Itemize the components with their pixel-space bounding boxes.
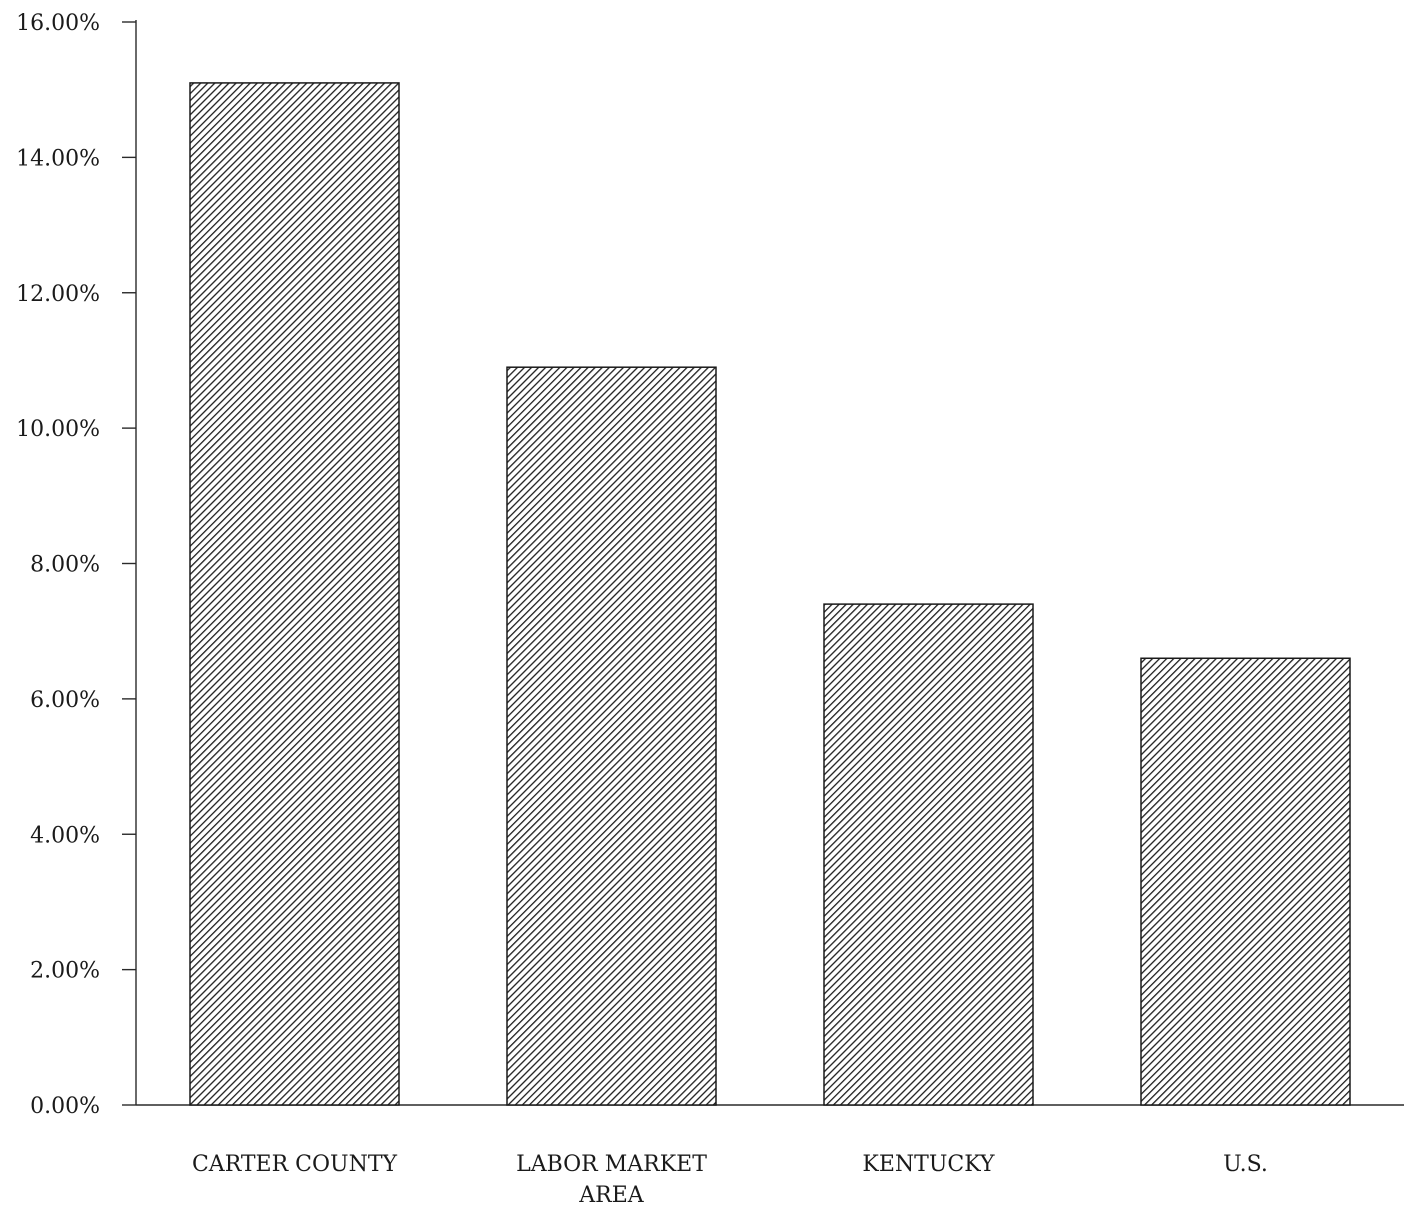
y-tick-label: 10.00% bbox=[16, 417, 100, 442]
bar-labor-market-area bbox=[506, 366, 717, 1106]
x-category-label-line: AREA bbox=[578, 1183, 645, 1208]
bar-u-s bbox=[1140, 657, 1351, 1106]
x-category-label: CARTER COUNTY bbox=[192, 1152, 398, 1177]
bar-kentucky bbox=[823, 603, 1034, 1106]
y-axis: 0.00% 2.00% 4.00% 6.00% 8.00% 10.00% 12.00% 14.… bbox=[16, 11, 137, 1119]
x-category-label-line: LABOR MARKET bbox=[516, 1152, 707, 1177]
y-tick-label: 14.00% bbox=[16, 146, 100, 171]
y-tick-label: 8.00% bbox=[30, 553, 100, 578]
y-tick-label: 16.00% bbox=[16, 11, 100, 36]
category-labels: CARTER COUNTY LABOR MARKET AREA KENTUCKY U.S… bbox=[192, 1152, 1268, 1208]
y-tick-label: 4.00% bbox=[30, 823, 100, 848]
x-category-label: U.S. bbox=[1223, 1152, 1268, 1177]
x-category-label: LABOR MARKET AREA bbox=[516, 1152, 707, 1208]
y-tick-label: 2.00% bbox=[30, 959, 100, 984]
x-category-label-line: KENTUCKY bbox=[862, 1152, 995, 1177]
bar-carter-county bbox=[189, 82, 400, 1106]
y-tick-label: 6.00% bbox=[30, 688, 100, 713]
y-tick-label: 12.00% bbox=[16, 282, 100, 307]
bars bbox=[189, 82, 1351, 1106]
y-tick-label: 0.00% bbox=[30, 1094, 100, 1119]
x-category-label-line: CARTER COUNTY bbox=[192, 1152, 398, 1177]
x-category-label: KENTUCKY bbox=[862, 1152, 995, 1177]
x-category-label-line: U.S. bbox=[1223, 1152, 1268, 1177]
